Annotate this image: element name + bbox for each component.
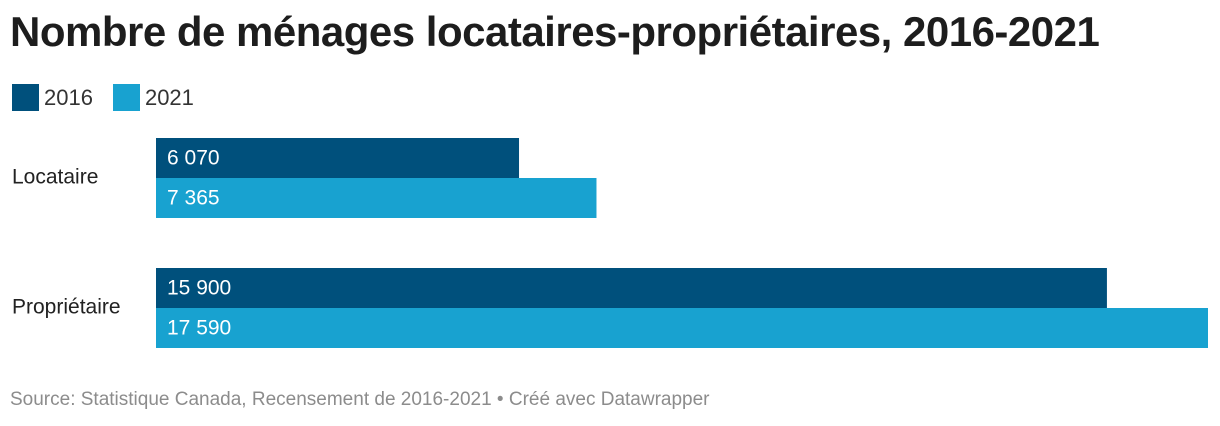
bar-value-label-proprietaire-2021: 17 590	[167, 317, 231, 340]
bar-proprietaire-2016	[156, 268, 1107, 308]
bar-value-label-locataire-2021: 7 365	[167, 187, 220, 210]
bar-locataire-2021	[156, 178, 597, 218]
legend-item-2021: 2021	[112, 84, 194, 111]
legend-swatch-2016	[12, 84, 39, 111]
legend-item-2016: 2016	[12, 84, 93, 111]
legend: 2016 2021	[12, 84, 214, 111]
category-label-proprietaire: Propriétaire	[12, 296, 121, 319]
bar-value-label-proprietaire-2016: 15 900	[167, 277, 231, 300]
legend-label-2016: 2016	[44, 84, 93, 110]
bar-proprietaire-2021	[156, 308, 1208, 348]
category-label-locataire: Locataire	[12, 166, 98, 189]
legend-swatch-2021	[112, 84, 140, 111]
chart-title: Nombre de ménages locataires-propriétair…	[10, 8, 1100, 55]
legend-label-2021: 2021	[144, 84, 194, 110]
bar-value-label-locataire-2016: 6 070	[167, 147, 220, 170]
source-note: Source: Statistique Canada, Recensement …	[10, 389, 710, 410]
bar-chart: Locataire 6 070 7 365 Propriétaire 15 900 17 …	[12, 138, 1208, 348]
bar-locataire-2016	[156, 138, 520, 178]
